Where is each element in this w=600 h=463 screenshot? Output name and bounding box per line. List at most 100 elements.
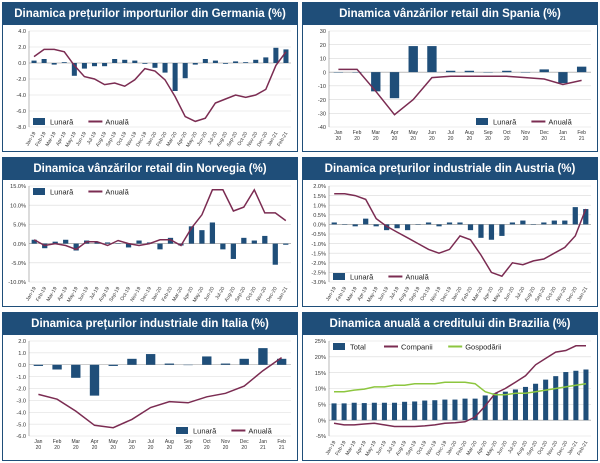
bar-Total: [462, 398, 468, 421]
bar-Lunară: [41, 59, 47, 63]
x-tick-label: Jan 21: [559, 130, 567, 142]
legend-swatch: [333, 343, 345, 350]
bar-Lunară: [464, 70, 475, 73]
bar-Lunară: [251, 240, 257, 244]
bar-Total: [502, 391, 508, 421]
y-tick-label: 10: [320, 57, 326, 63]
bar-Total: [522, 386, 529, 421]
x-tick-label: Jan 20: [334, 130, 342, 142]
legend-label: Lunară: [50, 188, 74, 197]
x-tick-label: Feb 20: [53, 439, 62, 451]
bar-Lunară: [233, 61, 239, 63]
bar-Total: [472, 398, 478, 421]
bar-Lunară: [136, 240, 142, 244]
bar-Lunară: [222, 63, 229, 64]
x-tick-label: Jan-21: [576, 286, 589, 302]
bar-Lunară: [253, 59, 259, 63]
chart-panel-2: Dinamica vânzărilor retail din Norvegia …: [2, 157, 298, 307]
y-tick-label: 0.0: [18, 363, 26, 369]
y-tick-label: -0.5%: [311, 232, 326, 238]
bar-Lunară: [182, 63, 188, 79]
bar-Lunară: [276, 358, 287, 365]
bar-Lunară: [408, 46, 418, 73]
x-tick-label: Jun-20: [203, 286, 216, 302]
bar-Lunară: [164, 363, 175, 365]
bar-Total: [482, 395, 488, 421]
chart-panel-1: Dinamica vânzărilor retail din Spania (%…: [302, 2, 598, 152]
bar-Lunară: [394, 224, 400, 229]
x-tick-label: Aug 20: [165, 439, 174, 451]
y-tick-label: -4.0: [16, 93, 26, 99]
y-tick-label: 0.0%: [13, 242, 26, 248]
bar-Lunară: [202, 356, 212, 365]
chart-panel-4: Dinamica prețurilor industriale din Ital…: [2, 312, 298, 461]
bar-Lunară: [283, 243, 289, 245]
bar-Lunară: [262, 235, 268, 244]
bar-Lunară: [199, 230, 205, 244]
y-tick-label: 0%: [318, 418, 326, 424]
y-tick-label: 15.0%: [10, 184, 26, 190]
line-Gospodării: [334, 381, 587, 396]
x-tick-label: Dec 20: [240, 439, 249, 451]
y-tick-label: 2.0%: [313, 184, 326, 190]
bar-Lunară: [51, 63, 57, 65]
bar-Lunară: [209, 222, 216, 244]
chart-panel-5: Dinamica anuală a creditului din Brazili…: [302, 312, 598, 461]
bar-Total: [452, 399, 458, 421]
bar-Lunară: [331, 222, 337, 225]
bar-Lunară: [572, 207, 578, 225]
bar-Lunară: [145, 354, 156, 365]
bar-Total: [563, 372, 569, 421]
bar-Lunară: [445, 70, 456, 73]
bar-Lunară: [576, 66, 587, 73]
legend-swatch: [333, 273, 345, 280]
bar-Lunară: [389, 72, 400, 99]
bar-Lunară: [112, 59, 118, 63]
y-tick-label: 25%: [315, 339, 326, 345]
chart-panel-0: Dinamica prețurilor importurilor din Ger…: [2, 2, 298, 152]
bar-Lunară: [192, 63, 198, 65]
y-tick-label: -1.5%: [311, 251, 326, 257]
x-tick-label: Feb-21: [276, 131, 289, 148]
bar-Lunară: [241, 237, 247, 244]
bar-Lunară: [142, 63, 148, 64]
chart-plot: -40 -30 -20 -10 0 10 20 30 Jan 20 Feb 20 Mar 20 Apr 20 M…: [318, 29, 591, 142]
y-tick-label: -6.0: [16, 434, 26, 440]
bar-Lunară: [31, 239, 37, 244]
y-tick-label: -5.0%: [11, 261, 26, 267]
x-tick-label: Apr 20: [91, 439, 99, 451]
bar-Lunară: [63, 239, 69, 244]
y-tick-label: -6.0: [16, 109, 26, 115]
bar-Lunară: [202, 59, 208, 63]
y-tick-label: 1.0: [18, 351, 26, 357]
bar-Total: [341, 403, 347, 421]
bar-Lunară: [52, 364, 62, 370]
bar-Total: [512, 389, 518, 421]
bar-Lunară: [102, 63, 108, 67]
legend-label: Anuală: [105, 118, 129, 127]
x-tick-label: Jun-20: [503, 286, 516, 302]
bar-Lunară: [73, 243, 79, 251]
x-tick-label: Jun-19: [377, 286, 390, 302]
x-tick-label: Apr 20: [391, 130, 399, 142]
chart-plot: -6.0 -5.0 -4.0 -3.0 -2.0 -1.0 0.0 1.0 2.0 Jan 20 Fe…: [16, 339, 291, 451]
y-tick-label: 30: [320, 29, 326, 35]
y-tick-label: 1.5%: [313, 194, 326, 200]
bar-Total: [422, 400, 428, 421]
y-tick-label: -2.0: [16, 387, 26, 393]
legend-label: Lunară: [350, 273, 374, 282]
line-Anuală: [33, 48, 287, 123]
bar-Lunară: [108, 364, 118, 366]
bar-Lunară: [488, 224, 495, 240]
bar-Lunară: [94, 242, 100, 244]
x-tick-label: Jun 20: [428, 130, 436, 142]
x-tick-label: Oct 20: [203, 439, 211, 451]
y-tick-label: -4.0: [16, 410, 26, 416]
x-tick-label: Jul 20: [447, 130, 453, 142]
y-tick-label: -3.0%: [311, 280, 326, 286]
y-tick-label: 0.0%: [313, 223, 326, 229]
y-tick-label: -2.0: [16, 77, 26, 83]
x-tick-label: Feb 20: [353, 130, 362, 142]
bar-Lunară: [162, 63, 168, 73]
y-tick-label: -1.0: [16, 375, 26, 381]
